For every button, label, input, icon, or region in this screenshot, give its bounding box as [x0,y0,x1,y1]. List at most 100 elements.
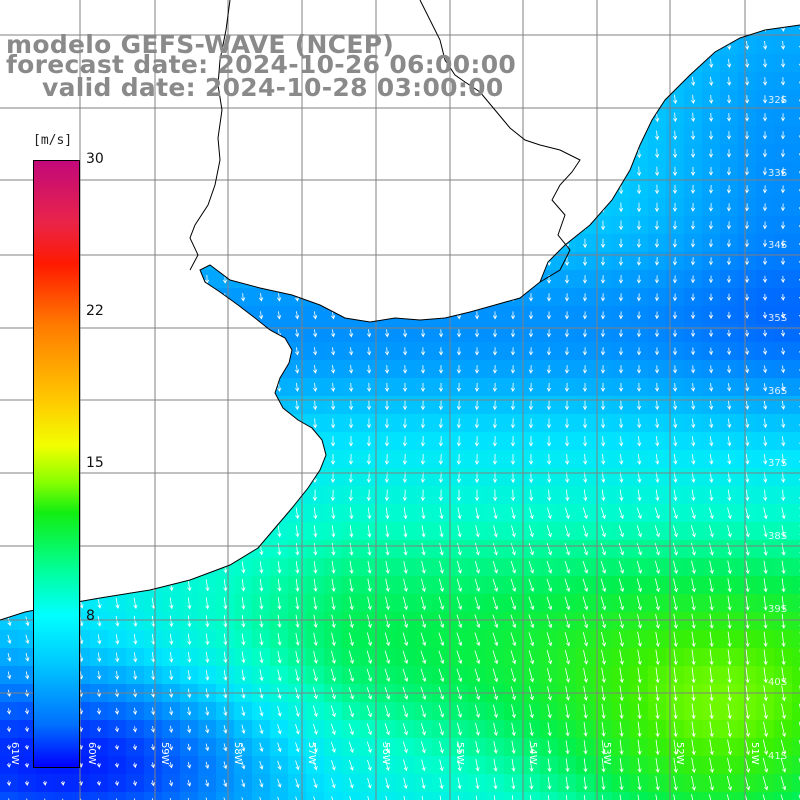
wind-arrow [673,94,678,105]
wind-cell [792,594,800,613]
wind-cell [126,792,145,800]
wind-arrow [438,347,444,356]
wind-arrow [295,347,300,356]
wind-cell [504,792,523,800]
wind-arrow [762,167,768,176]
wind-arrow [708,112,714,122]
wind-arrow [654,293,660,302]
wind-cell [702,792,721,800]
wind-cell [792,198,800,217]
wind-arrow [259,293,264,302]
wind-arrow [744,293,750,301]
wind-arrow [654,275,660,284]
wind-cell [792,558,800,577]
wind-arrow [762,149,768,158]
wind-arrow [349,347,354,356]
wind-arrow [528,329,534,338]
wind-arrow [762,275,768,284]
wind-arrow [744,185,750,194]
wind-arrow [690,293,696,302]
wind-arrow [673,112,678,123]
wind-arrow [600,329,606,338]
wind-arrow [331,365,336,374]
wind-arrow [564,365,570,374]
wind-cell [792,72,800,91]
wind-cell [18,792,37,800]
wind-cell [792,720,800,739]
wind-arrow [690,202,696,212]
wind-cell [666,792,685,800]
wind-arrow [510,329,516,338]
wind-arrow [618,365,624,374]
wind-arrow [582,329,588,338]
wind-cell [792,468,800,487]
wind-cell [792,36,800,55]
wind-arrow [691,94,696,105]
wind-arrow [762,95,768,104]
wind-cell [792,108,800,127]
wind-arrow [384,347,390,356]
wind-arrow [636,184,642,195]
wind-arrow [709,94,714,104]
latitude-label: 41S [768,751,788,762]
wind-arrow [708,275,714,284]
wind-arrow [726,293,732,302]
wind-arrow [582,365,588,374]
wind-arrow [313,329,318,338]
wind-arrow [367,329,372,338]
latitude-label: 33S [768,168,788,179]
wind-cell [792,414,800,433]
wind-arrow [654,329,660,338]
wind-arrow [708,365,714,374]
wind-arrow [708,203,714,212]
wind-arrow [690,166,696,176]
wind-arrow [474,311,480,320]
wind-arrow [672,220,678,230]
wind-arrow [762,185,768,194]
longitude-label: 57W [306,742,317,765]
wind-arrow [780,221,786,230]
wind-cell [792,144,800,163]
wind-arrow [780,149,786,158]
wind-arrow [726,365,732,374]
wind-arrow [690,130,696,140]
wind-arrow [582,347,588,356]
wind-cell [324,792,343,800]
wind-cell [738,792,757,800]
wind-arrow [654,166,660,177]
wind-cell [558,792,577,800]
wind-arrow [691,76,696,87]
wind-arrow [708,221,714,230]
wind-arrow [654,311,660,320]
latitude-label: 37S [768,458,788,469]
wind-arrow [690,329,696,338]
wind-cell [360,792,379,800]
wind-arrow [474,365,480,374]
wind-cell [414,792,433,800]
wind-cell [36,792,55,800]
wind-arrow [564,293,570,302]
wind-cell [792,54,800,73]
wind-cell [630,792,649,800]
wind-arrow [726,239,732,248]
latitude-label: 40S [768,677,788,688]
wind-arrow [331,311,336,320]
wind-arrow [745,40,750,50]
wind-arrow [762,113,768,122]
wind-arrow [366,365,372,374]
wind-cell [432,792,451,800]
wind-arrow [600,256,606,266]
longitude-label: 56W [380,742,391,765]
wind-arrow [600,220,606,231]
wind-cell [792,324,800,343]
wind-arrow [744,95,750,104]
wind-arrow [690,239,696,248]
wind-cell [0,792,19,800]
wind-arrow [420,365,426,374]
wind-cell [792,774,800,793]
wind-arrow [474,347,480,356]
wind-cell [792,126,800,145]
longitude-label: 58W [232,742,243,765]
wind-arrow [762,329,768,337]
wind-arrow [564,329,570,338]
